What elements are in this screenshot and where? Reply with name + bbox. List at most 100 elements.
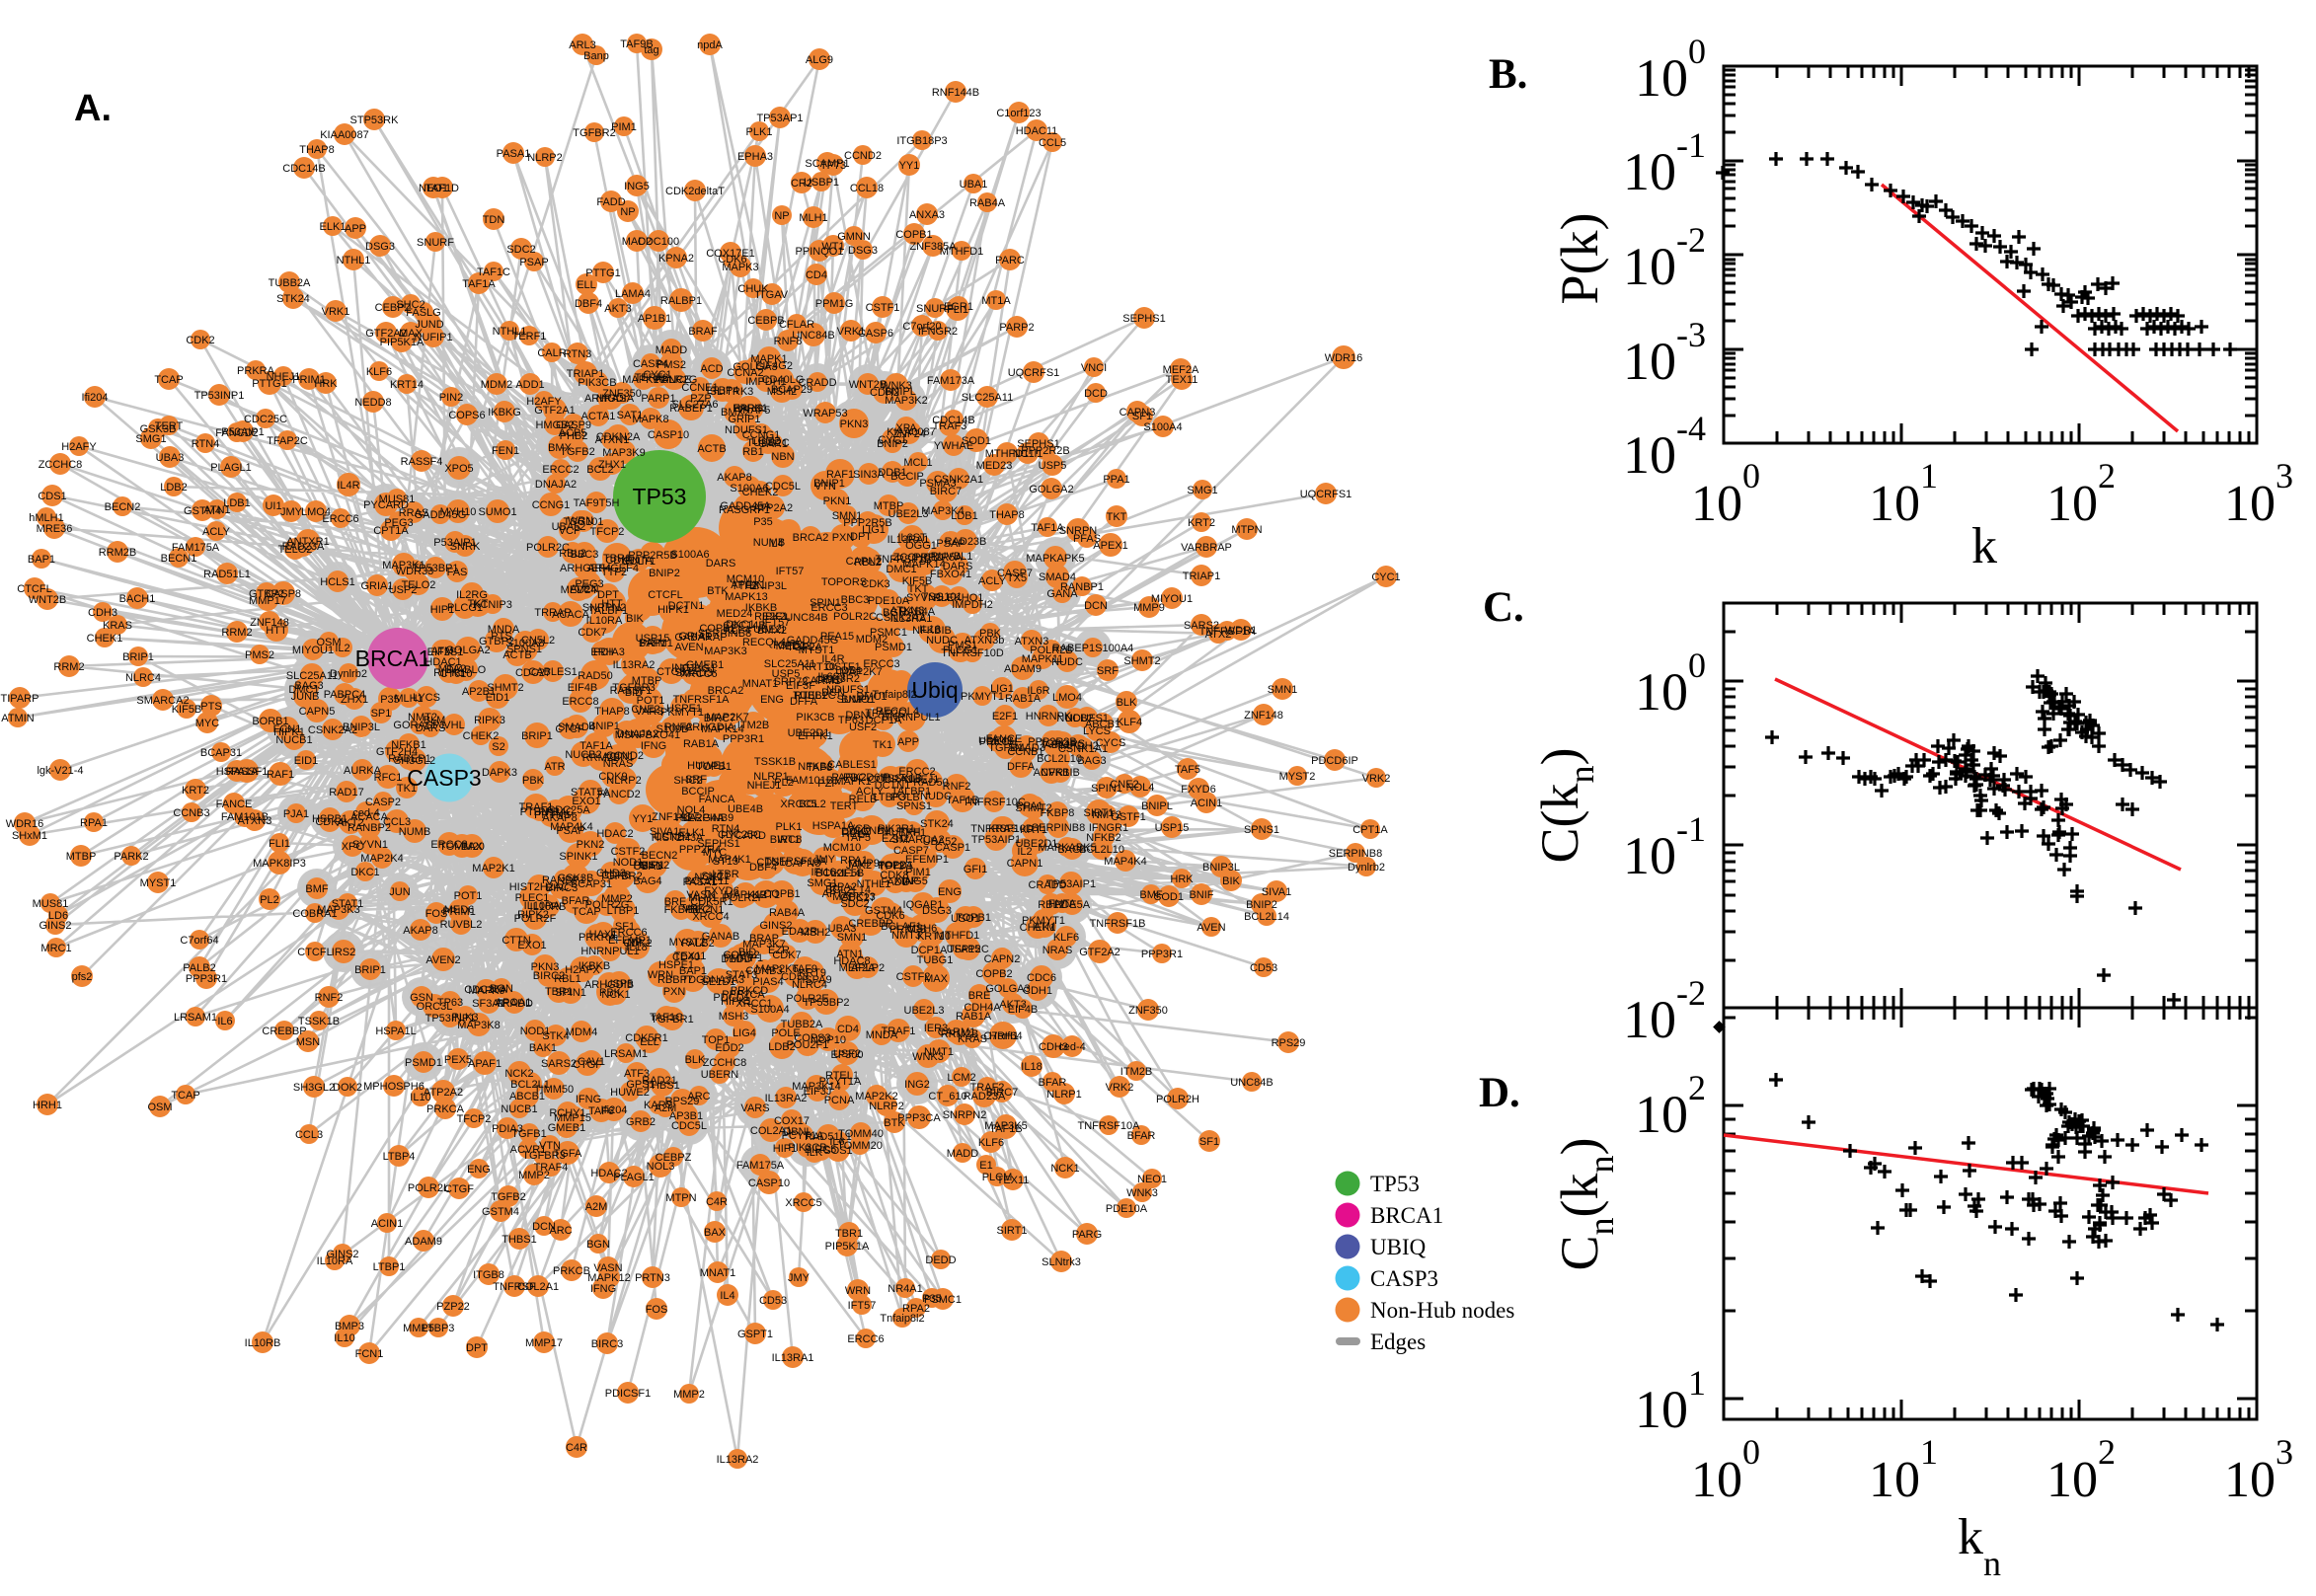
svg-text:FANCD2: FANCD2: [215, 427, 258, 439]
svg-text:THAP8: THAP8: [594, 706, 629, 718]
svg-text:DNAJA2: DNAJA2: [535, 479, 577, 491]
svg-text:MLH1: MLH1: [799, 212, 827, 224]
svg-text:EIF4B: EIF4B: [1008, 1004, 1039, 1016]
svg-text:ST13: ST13: [713, 856, 738, 868]
svg-text:UBA1: UBA1: [960, 179, 988, 190]
svg-text:GINS2: GINS2: [39, 920, 71, 932]
svg-text:UBERN: UBERN: [701, 1069, 739, 1081]
svg-text:CCNB3: CCNB3: [173, 807, 209, 819]
svg-text:POU2F1: POU2F1: [787, 1039, 829, 1051]
svg-text:WNK3: WNK3: [1126, 1187, 1158, 1199]
svg-text:ING2: ING2: [904, 1079, 930, 1091]
svg-text:MAPK13: MAPK13: [725, 591, 767, 603]
svg-text:HCLS1: HCLS1: [320, 576, 354, 588]
svg-text:AKT3: AKT3: [604, 303, 632, 315]
svg-text:MAPK1: MAPK1: [750, 353, 787, 365]
svg-text:VARBRAP: VARBRAP: [1181, 542, 1232, 554]
svg-text:CTCFL: CTCFL: [297, 947, 332, 958]
svg-text:RASSF4: RASSF4: [401, 456, 443, 468]
svg-text:BGN: BGN: [883, 607, 906, 619]
svg-text:MADD: MADD: [947, 1148, 978, 1160]
svg-text:POT1: POT1: [454, 890, 483, 902]
svg-text:IL4R: IL4R: [337, 480, 359, 492]
svg-text:pfs2: pfs2: [72, 971, 93, 983]
svg-text:TSSK1B: TSSK1B: [881, 773, 922, 785]
svg-text:CDC27: CDC27: [515, 667, 551, 679]
svg-text:CASP10: CASP10: [648, 429, 689, 441]
svg-text:ACP5: ACP5: [559, 427, 587, 439]
svg-text:SRP72: SRP72: [774, 676, 809, 688]
svg-text:UQCRFS1: UQCRFS1: [1008, 367, 1060, 379]
svg-text:PTTG1: PTTG1: [252, 378, 286, 390]
svg-text:PKN3: PKN3: [531, 961, 560, 973]
svg-text:SLNtrk3: SLNtrk3: [1042, 1256, 1081, 1268]
svg-text:NRAS: NRAS: [1042, 945, 1073, 956]
svg-text:BNIP2: BNIP2: [1246, 899, 1277, 911]
svg-text:IL2: IL2: [335, 643, 349, 654]
svg-text:IQGAP1: IQGAP1: [903, 899, 944, 911]
svg-text:DCD: DCD: [1084, 388, 1108, 400]
svg-text:S2: S2: [492, 741, 504, 753]
svg-text:BBC3: BBC3: [571, 549, 599, 561]
svg-text:DKC1: DKC1: [350, 867, 379, 878]
svg-text:HDAC11: HDAC11: [1016, 125, 1058, 137]
svg-text:NUMB: NUMB: [399, 826, 430, 838]
svg-text:IL13RA1: IL13RA1: [772, 1352, 814, 1364]
svg-text:CAPN3: CAPN3: [1119, 407, 1156, 418]
svg-text:P35: P35: [753, 516, 773, 528]
svg-text:C7orf64: C7orf64: [180, 935, 218, 947]
svg-text:FEN1: FEN1: [492, 445, 519, 457]
svg-text:CHEK2: CHEK2: [742, 487, 779, 498]
svg-text:HTT: HTT: [266, 625, 287, 637]
svg-text:AVEN2: AVEN2: [425, 954, 460, 966]
svg-text:GTF2A1: GTF2A1: [534, 405, 576, 417]
svg-text:TRAF4: TRAF4: [534, 1162, 569, 1174]
svg-text:LAMA4: LAMA4: [615, 288, 651, 300]
svg-text:JUN: JUN: [389, 886, 410, 898]
svg-text:COPB1: COPB1: [763, 888, 800, 900]
svg-text:OGG1: OGG1: [905, 540, 937, 552]
svg-text:BAG4: BAG4: [633, 875, 661, 887]
svg-text:FANCE: FANCE: [216, 798, 253, 810]
svg-text:IFT57: IFT57: [776, 566, 805, 577]
svg-text:USO1: USO1: [951, 913, 980, 925]
svg-text:ATR: ATR: [544, 761, 565, 773]
svg-text:AVEN: AVEN: [674, 642, 703, 653]
svg-text:KLF6: KLF6: [1053, 932, 1079, 944]
svg-text:VHL: VHL: [443, 720, 464, 731]
svg-text:MMP2: MMP2: [673, 1389, 705, 1401]
svg-text:SARS2: SARS2: [541, 1058, 577, 1070]
svg-text:DCN: DCN: [1084, 600, 1108, 612]
svg-text:lgk-V21-4: lgk-V21-4: [37, 765, 83, 777]
svg-text:RPA1: RPA1: [80, 817, 108, 829]
svg-text:PKN1: PKN1: [823, 495, 852, 507]
svg-text:MSN: MSN: [296, 1036, 321, 1048]
svg-text:MMP17: MMP17: [525, 1337, 563, 1349]
svg-text:PRIM1: PRIM1: [442, 906, 476, 918]
svg-text:SUMO1: SUMO1: [478, 506, 516, 518]
svg-text:CD4: CD4: [806, 269, 827, 281]
svg-text:ANXA3: ANXA3: [909, 209, 945, 221]
svg-text:VRK2: VRK2: [1362, 773, 1391, 785]
svg-text:MAP3K3: MAP3K3: [704, 646, 746, 657]
svg-text:KRT10: KRT10: [917, 931, 951, 943]
svg-text:SERPINB9: SERPINB9: [680, 812, 733, 824]
svg-text:CDK6: CDK6: [718, 254, 746, 266]
svg-text:SMAD4: SMAD4: [1039, 571, 1076, 583]
svg-text:CDS1: CDS1: [38, 491, 66, 502]
svg-text:RAD51L1: RAD51L1: [203, 569, 251, 580]
svg-text:TFAP2C: TFAP2C: [267, 435, 308, 447]
svg-text:WRN: WRN: [845, 1285, 871, 1297]
svg-text:TGFBR2: TGFBR2: [573, 127, 615, 139]
svg-text:ENG: ENG: [938, 886, 962, 898]
svg-text:DOK2: DOK2: [333, 1082, 362, 1094]
svg-text:SPIN1: SPIN1: [810, 597, 841, 609]
svg-text:NLRP1: NLRP1: [753, 771, 788, 783]
svg-text:RRAS: RRAS: [399, 507, 429, 519]
svg-text:BACH1: BACH1: [119, 593, 156, 605]
svg-text:PBK: PBK: [979, 628, 1002, 640]
svg-text:RNF2: RNF2: [315, 992, 344, 1004]
svg-text:PLCG1: PLCG1: [447, 602, 483, 614]
svg-text:RNF2: RNF2: [943, 781, 971, 793]
svg-text:MAP4K4: MAP4K4: [1104, 856, 1146, 868]
